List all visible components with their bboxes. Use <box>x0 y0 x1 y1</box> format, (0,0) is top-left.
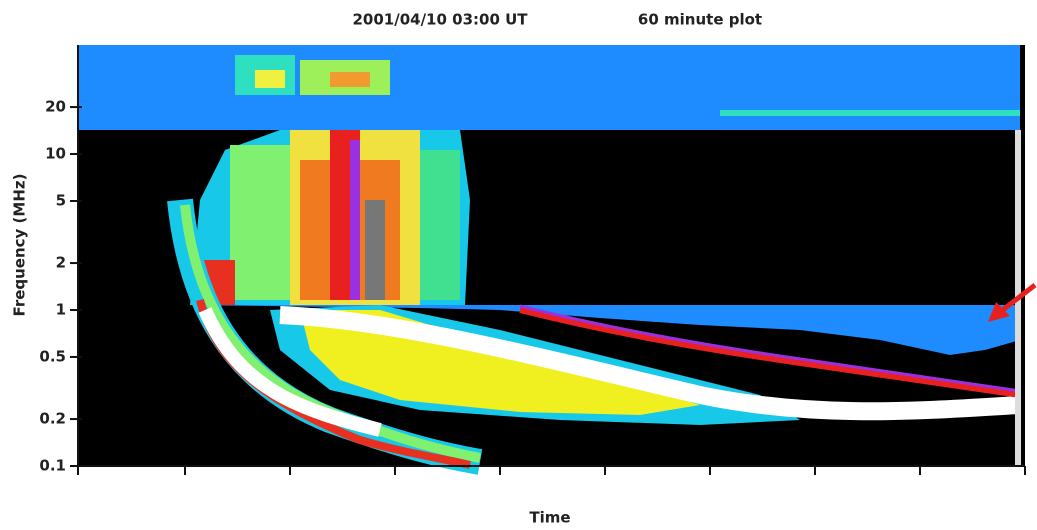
y-tick-label: 10 <box>45 145 66 163</box>
y-tick-label: 0.1 <box>39 457 66 475</box>
y-tick-label: 0.2 <box>39 410 66 428</box>
y-tick-label: 2 <box>56 254 66 272</box>
spectrogram-image <box>78 45 1025 466</box>
x-axis-label: Time <box>529 509 570 527</box>
chart-subtitle: 60 minute plot <box>638 11 762 29</box>
y-tick-label: 20 <box>45 98 66 116</box>
chart: 2001/04/10 03:00 UT 60 minute plot Time … <box>0 0 1037 530</box>
y-tick-label: 0.5 <box>39 347 66 365</box>
y-tick-label: 5 <box>56 191 66 209</box>
chart-title: 2001/04/10 03:00 UT <box>352 11 528 29</box>
y-axis-label: Frequency (MHz) <box>11 174 29 317</box>
x-axis <box>78 466 1025 475</box>
y-tick-label: 1 <box>56 301 66 319</box>
upper-band <box>78 45 1020 130</box>
burst-detail <box>195 130 460 305</box>
